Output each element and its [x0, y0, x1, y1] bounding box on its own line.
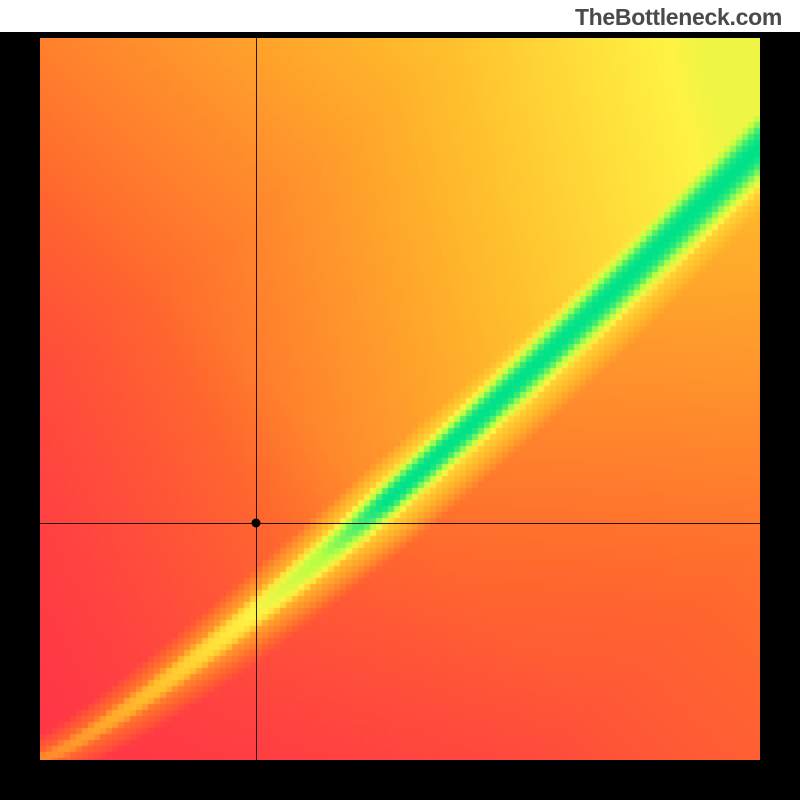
marker-dot — [252, 519, 261, 528]
watermark-text: TheBottleneck.com — [575, 4, 782, 31]
crosshair-horizontal — [40, 523, 760, 524]
heatmap-canvas — [40, 38, 760, 760]
plot-area — [40, 38, 760, 760]
crosshair-vertical — [256, 38, 257, 760]
chart-frame — [0, 32, 800, 800]
page-container: TheBottleneck.com — [0, 0, 800, 800]
